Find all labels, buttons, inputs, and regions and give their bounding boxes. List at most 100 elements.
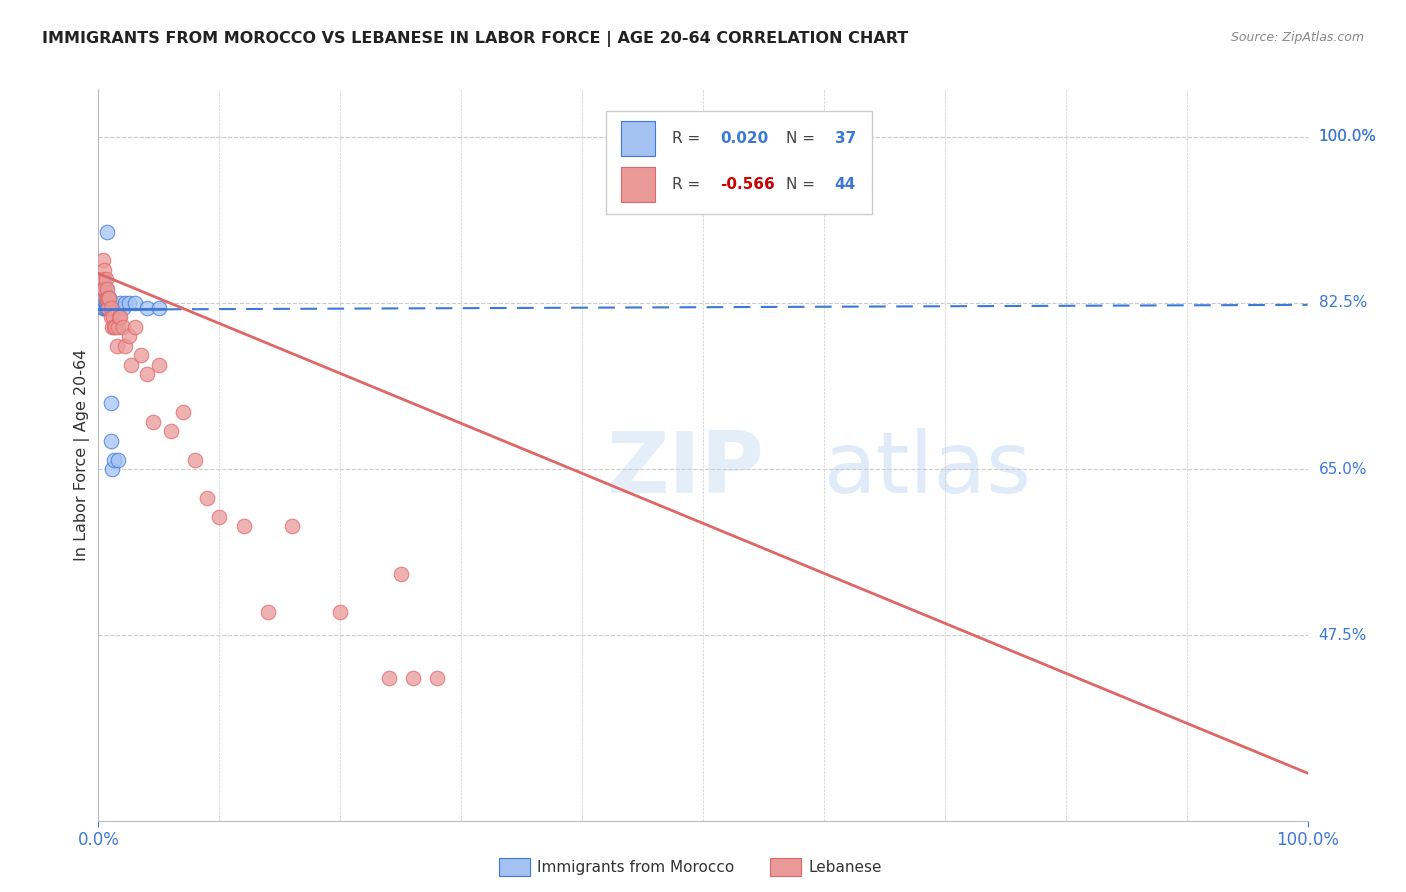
Point <box>91 282 114 296</box>
Point <box>100 434 122 448</box>
Point <box>93 282 115 296</box>
Point <box>97 296 120 310</box>
Point <box>91 289 114 303</box>
Point <box>93 282 115 296</box>
Point <box>97 301 120 315</box>
Point <box>114 296 136 310</box>
Point <box>208 509 231 524</box>
Point <box>93 301 115 315</box>
Point <box>94 282 117 296</box>
Point <box>98 291 121 305</box>
Point <box>107 319 129 334</box>
Text: R =: R = <box>672 131 704 146</box>
Point <box>91 296 114 310</box>
Point <box>111 319 134 334</box>
Point <box>93 262 115 277</box>
Point <box>105 301 128 315</box>
Point <box>100 310 122 325</box>
Point <box>94 272 117 286</box>
Point <box>107 452 129 467</box>
Point <box>135 367 157 381</box>
Point <box>256 605 278 619</box>
Text: IMMIGRANTS FROM MOROCCO VS LEBANESE IN LABOR FORCE | AGE 20-64 CORRELATION CHART: IMMIGRANTS FROM MOROCCO VS LEBANESE IN L… <box>42 31 908 47</box>
Text: R =: R = <box>672 177 704 192</box>
Point <box>135 301 157 315</box>
Point <box>402 671 425 685</box>
Text: 100.0%: 100.0% <box>1319 129 1376 145</box>
Point <box>114 339 136 353</box>
Point <box>172 405 194 419</box>
Text: 100.0%: 100.0% <box>1319 129 1376 145</box>
Text: N =: N = <box>786 177 820 192</box>
Point <box>101 301 124 315</box>
Point <box>120 358 142 372</box>
Point <box>101 310 124 325</box>
Point <box>91 272 114 286</box>
Point <box>100 319 122 334</box>
Point <box>96 282 118 296</box>
Point <box>129 348 152 362</box>
Point <box>104 319 127 334</box>
Point <box>103 319 125 334</box>
Point <box>184 452 207 467</box>
FancyBboxPatch shape <box>606 112 872 213</box>
Point <box>100 462 122 476</box>
Point <box>100 296 122 310</box>
Point <box>90 293 112 307</box>
Point <box>103 452 125 467</box>
Point <box>93 289 115 303</box>
Y-axis label: In Labor Force | Age 20-64: In Labor Force | Age 20-64 <box>75 349 90 561</box>
Point <box>142 415 165 429</box>
Text: 37: 37 <box>835 131 856 146</box>
Text: Source: ZipAtlas.com: Source: ZipAtlas.com <box>1230 31 1364 45</box>
Point <box>100 301 122 315</box>
Point <box>93 293 115 307</box>
Point <box>148 358 170 372</box>
Point <box>377 671 399 685</box>
Text: ZIP: ZIP <box>606 428 763 511</box>
Point <box>329 605 352 619</box>
Point <box>426 671 449 685</box>
Text: N =: N = <box>786 131 820 146</box>
Point <box>281 519 304 533</box>
Point <box>98 291 121 305</box>
Point <box>105 339 128 353</box>
Point <box>118 329 141 343</box>
Point <box>97 291 120 305</box>
FancyBboxPatch shape <box>621 121 655 156</box>
Point <box>97 301 120 315</box>
Point <box>389 566 412 581</box>
Point <box>108 310 131 325</box>
Point <box>94 301 117 315</box>
Point <box>111 301 134 315</box>
Point <box>108 310 131 325</box>
Point <box>195 491 218 505</box>
Point <box>91 282 114 296</box>
Point <box>91 301 114 315</box>
Text: atlas: atlas <box>824 428 1032 511</box>
Point <box>96 291 118 305</box>
Point <box>108 296 131 310</box>
Point <box>94 296 117 310</box>
Point <box>124 296 146 310</box>
Point <box>148 301 170 315</box>
Point <box>91 253 114 268</box>
Point <box>94 291 117 305</box>
Text: 47.5%: 47.5% <box>1319 628 1367 643</box>
FancyBboxPatch shape <box>621 167 655 202</box>
Text: 65.0%: 65.0% <box>1319 462 1367 476</box>
Point <box>96 225 118 239</box>
Point <box>96 293 118 307</box>
Point <box>160 424 183 438</box>
Text: 0.020: 0.020 <box>720 131 768 146</box>
Point <box>91 296 114 310</box>
Point <box>100 395 122 409</box>
Text: -0.566: -0.566 <box>720 177 775 192</box>
Point <box>96 301 118 315</box>
Point <box>93 272 115 286</box>
Text: Lebanese: Lebanese <box>808 860 882 874</box>
Point <box>91 286 114 301</box>
Point <box>232 519 254 533</box>
Text: Immigrants from Morocco: Immigrants from Morocco <box>537 860 734 874</box>
Point <box>124 319 146 334</box>
